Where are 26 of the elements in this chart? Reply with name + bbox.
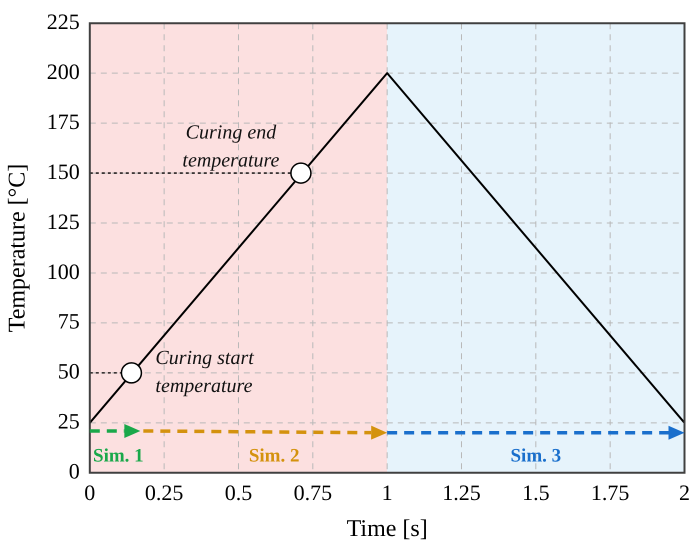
y-tick-label: 0 bbox=[68, 458, 80, 484]
y-tick-label: 100 bbox=[46, 258, 80, 284]
annotation: Sim. 1 bbox=[93, 446, 144, 467]
y-tick-label: 175 bbox=[46, 108, 80, 134]
x-tick-label: 0 bbox=[84, 480, 96, 505]
x-tick-label: 1.25 bbox=[442, 480, 481, 505]
annotation: Curing end temperature bbox=[182, 121, 280, 172]
x-axis-title: Time [s] bbox=[346, 516, 428, 542]
annotation: Sim. 2 bbox=[248, 446, 300, 467]
x-tick-label: 0.75 bbox=[294, 480, 332, 505]
annotation: Sim. 3 bbox=[510, 446, 562, 467]
y-tick-label: 225 bbox=[46, 8, 80, 34]
x-tick-label: 1 bbox=[382, 480, 393, 505]
y-tick-label: 50 bbox=[58, 358, 80, 384]
y-axis-title: Temperature [°C] bbox=[4, 164, 31, 332]
x-tick-label: 0.25 bbox=[144, 480, 184, 505]
x-tick-label: 1.5 bbox=[522, 480, 550, 505]
annotation: Curing start temperature bbox=[155, 347, 254, 398]
y-tick-label: 125 bbox=[46, 208, 80, 234]
x-tick-label: 0.5 bbox=[224, 480, 252, 505]
y-tick-label: 75 bbox=[58, 308, 80, 334]
y-tick-label: 200 bbox=[46, 58, 80, 84]
y-tick-label: 25 bbox=[58, 408, 80, 434]
y-tick-label: 150 bbox=[46, 158, 80, 184]
x-tick-label: 1.75 bbox=[590, 480, 630, 505]
x-tick-label: 2 bbox=[679, 480, 690, 505]
